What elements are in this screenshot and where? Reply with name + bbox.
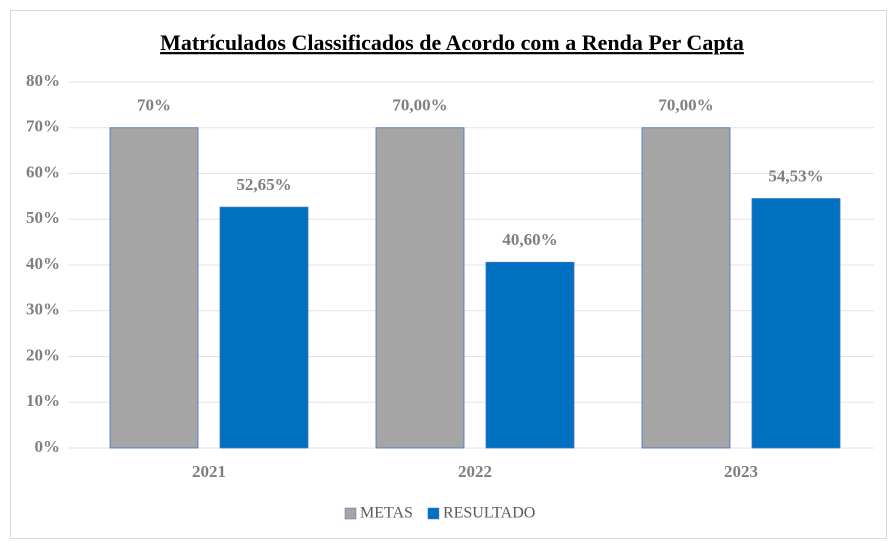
data-label: 40,60% [502,230,557,249]
bar [109,127,199,449]
data-label: 52,65% [236,175,291,194]
y-tick-label: 10% [26,391,60,410]
y-tick-label: 30% [26,300,60,319]
bar [751,198,841,449]
data-label: 70% [137,96,171,115]
legend-swatch [427,507,440,520]
legend-swatch [344,507,357,520]
data-label: 70,00% [658,96,713,115]
chart-title: Matrículados Classificados de Acordo com… [160,30,744,55]
bar [641,127,731,449]
y-tick-label: 40% [26,254,60,273]
legend-label: RESULTADO [443,505,535,522]
y-tick-label: 0% [35,437,61,456]
bar [485,261,575,449]
x-tick-label: 2022 [458,462,492,481]
y-tick-label: 50% [26,208,60,227]
data-label: 54,53% [768,166,823,185]
bar [375,127,465,449]
x-tick-label: 2021 [192,462,226,481]
y-tick-label: 60% [26,162,60,181]
data-label: 70,00% [392,96,447,115]
y-tick-label: 70% [26,117,60,136]
bar [219,206,309,449]
legend-label: METAS [360,505,413,522]
y-tick-label: 20% [26,345,60,364]
x-tick-label: 2023 [724,462,758,481]
y-tick-label: 80% [26,71,60,90]
